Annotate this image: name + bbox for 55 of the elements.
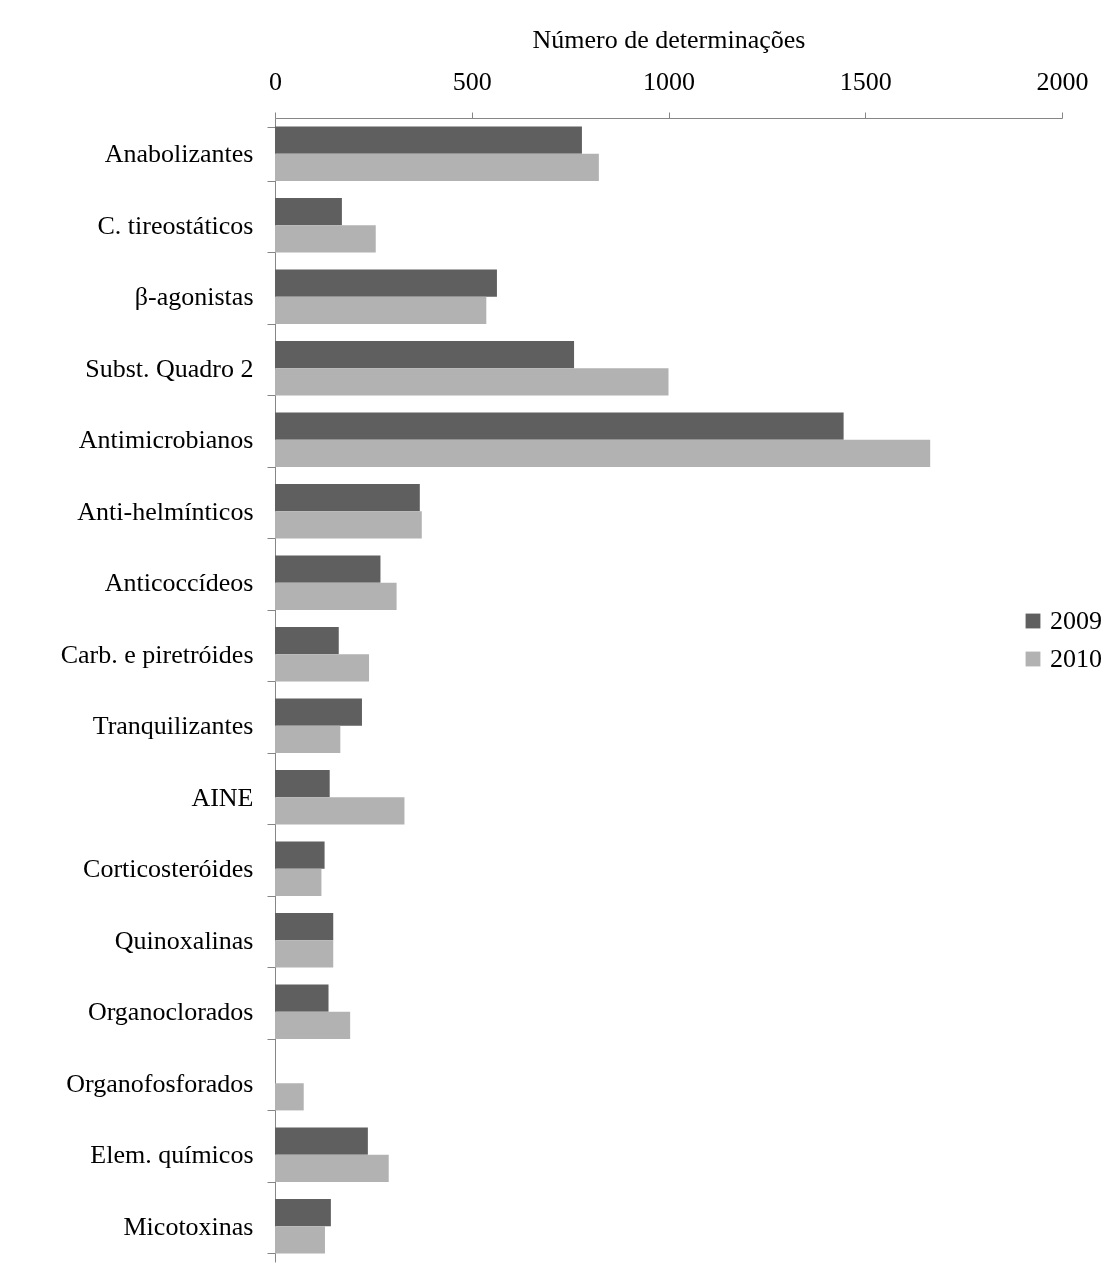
bar: [275, 484, 420, 512]
x-tick-label: 500: [452, 66, 492, 96]
bar: [275, 1083, 304, 1111]
bar: [275, 797, 405, 825]
y-tick-label: Tranquilizantes: [92, 711, 254, 741]
y-tick-label: Organoclorados: [87, 997, 254, 1027]
bar: [275, 654, 370, 682]
bar: [275, 984, 329, 1012]
x-axis-title: Número de determinações: [532, 24, 806, 54]
y-tick-label: β-agonistas: [134, 282, 254, 312]
bar: [275, 868, 322, 896]
bar: [275, 511, 422, 539]
bar: [275, 1127, 368, 1155]
y-tick-label: Elem. químicos: [90, 1140, 254, 1170]
y-tick-label: Subst. Quadro 2: [85, 353, 254, 383]
y-tick-label: Antimicrobianos: [78, 425, 254, 455]
bar: [275, 725, 341, 753]
bar: [275, 269, 497, 297]
bar: [275, 841, 325, 869]
y-tick-label: Anti-helmínticos: [77, 496, 254, 526]
bar: [275, 412, 844, 440]
legend-label: 2009: [1050, 606, 1102, 635]
bar: [275, 582, 397, 610]
y-tick-label: Micotoxinas: [123, 1211, 254, 1241]
bar: [275, 555, 381, 583]
y-tick-label: Quinoxalinas: [114, 925, 254, 955]
x-tick-label: 1500: [839, 66, 892, 96]
y-tick-label: Organofosforados: [66, 1068, 254, 1098]
y-tick-label: Carb. e piretróides: [60, 639, 254, 669]
y-tick-label: Anticoccídeos: [104, 568, 254, 598]
bar: [275, 940, 334, 968]
bar: [275, 698, 362, 726]
x-tick-label: 1000: [643, 66, 695, 96]
y-tick-label: AINE: [191, 782, 254, 812]
bar: [275, 126, 582, 154]
bar: [275, 913, 334, 941]
bar: [275, 627, 339, 655]
bar: [275, 1011, 351, 1039]
bar: [275, 770, 330, 798]
bar: [275, 368, 669, 396]
bar: [275, 198, 342, 226]
x-tick-label: 2000: [1036, 66, 1089, 96]
y-tick-label: C. tireostáticos: [97, 210, 254, 240]
bar: [275, 225, 376, 253]
x-tick-label: 0: [269, 66, 282, 96]
y-tick-label: Anabolizantes: [104, 139, 254, 169]
bar: [275, 341, 575, 369]
y-tick-label: Corticosteróides: [83, 854, 254, 884]
bar: [275, 153, 599, 181]
bar: [275, 439, 931, 467]
legend-label: 2010: [1050, 644, 1102, 673]
bar: [275, 1226, 325, 1254]
bar: [275, 296, 487, 324]
bar: [275, 1199, 331, 1227]
bar: [275, 1154, 389, 1182]
